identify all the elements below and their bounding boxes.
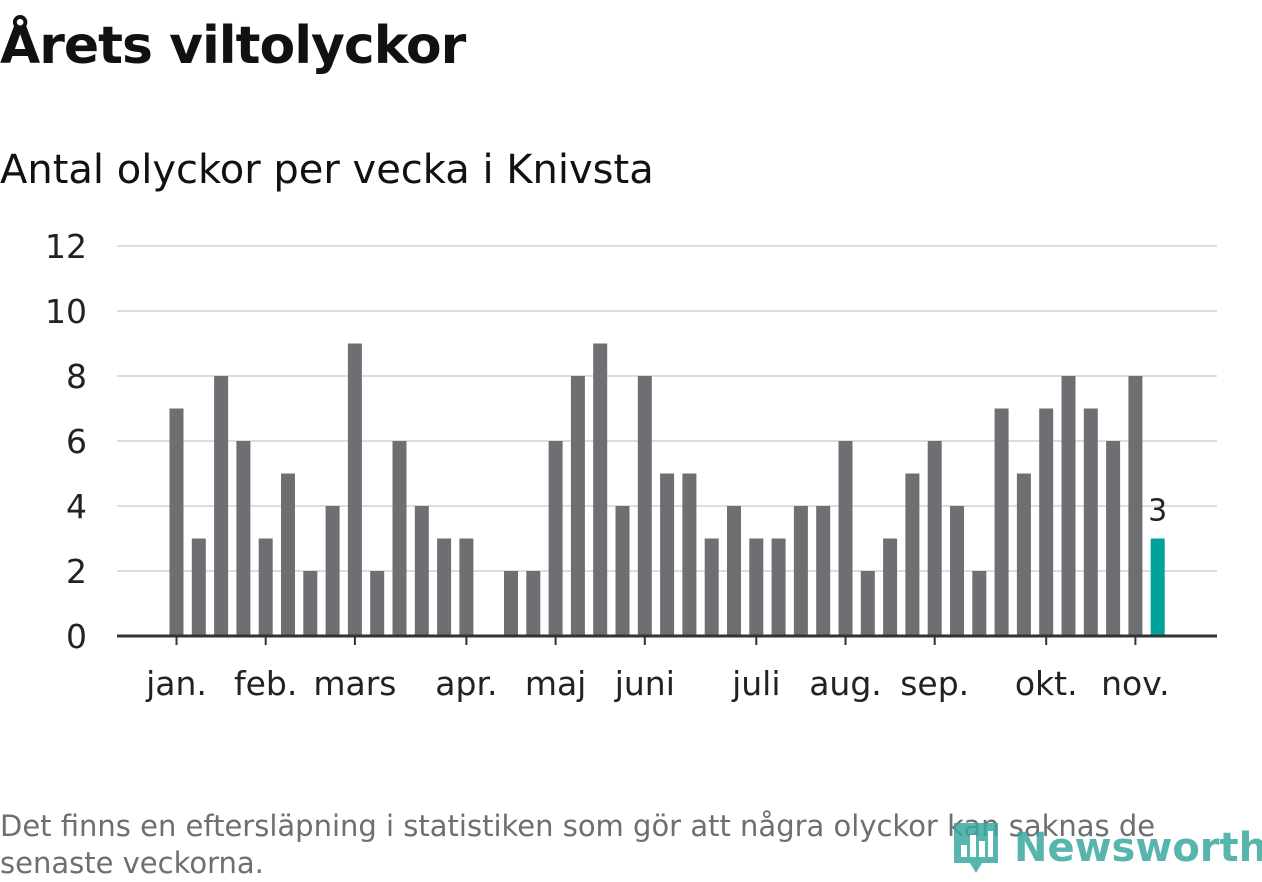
bar [682, 473, 697, 636]
x-tick-label: apr. [435, 664, 497, 703]
bar [191, 538, 206, 636]
bar [927, 441, 942, 636]
bar [1039, 408, 1054, 636]
bar [1061, 376, 1076, 636]
bar [860, 571, 875, 636]
bar [1016, 473, 1031, 636]
y-tick-label: 0 [66, 617, 87, 656]
y-tick-label: 10 [45, 292, 87, 331]
bar [727, 506, 741, 636]
bar [972, 571, 987, 636]
bar [950, 506, 964, 636]
bar [437, 538, 452, 636]
bar [281, 473, 295, 636]
bar [660, 473, 675, 636]
bar [570, 376, 585, 636]
x-tick-label: okt. [1015, 664, 1078, 703]
chart-subtitle: Antal olyckor per vecka i Knivsta [0, 147, 654, 193]
bar [905, 473, 920, 636]
bar [793, 506, 808, 636]
x-tick-label: jan. [145, 664, 207, 703]
bar [749, 538, 764, 636]
y-tick-label: 2 [66, 552, 87, 591]
bar [994, 408, 1009, 636]
bar [771, 538, 786, 636]
bar [548, 441, 563, 636]
bar [704, 538, 719, 636]
data-labels: 3 [1148, 494, 1167, 529]
highlight-value-label: 3 [1148, 494, 1167, 529]
y-tick-label: 8 [66, 357, 87, 396]
bar [838, 441, 853, 636]
x-tick-label: maj [525, 664, 587, 703]
x-tick-label: sep. [900, 664, 969, 703]
bar [303, 571, 318, 636]
x-tick-label: aug. [809, 664, 882, 703]
x-axis-tick-labels: jan. feb. mars apr. maj juni juli aug. sep. okt. n… [145, 636, 1170, 703]
x-tick-label: mars [313, 664, 396, 703]
y-tick-label: 4 [66, 487, 87, 526]
y-tick-label: 6 [66, 422, 87, 461]
brand-logo: Newsworthy [950, 818, 1262, 878]
bar [370, 571, 385, 636]
bar [347, 343, 362, 636]
bar [637, 376, 652, 636]
bar [236, 441, 251, 636]
x-tick-label: nov. [1101, 664, 1170, 703]
brand-name: Newsworthy [1014, 825, 1262, 871]
newsworthy-logo-icon [954, 823, 998, 873]
x-tick-label: juli [731, 664, 780, 703]
bar [414, 506, 429, 636]
bar [504, 571, 518, 636]
bar [593, 343, 608, 636]
bar [325, 506, 340, 636]
bar [258, 538, 273, 636]
x-tick-label: feb. [234, 664, 297, 703]
bar [526, 571, 541, 636]
bar [1083, 408, 1098, 636]
y-tick-label: 12 [45, 227, 87, 266]
bar [459, 538, 474, 636]
bar [392, 441, 407, 636]
bar [883, 538, 898, 636]
x-tick-label: juni [614, 664, 675, 703]
bar [1128, 376, 1143, 636]
bar [169, 408, 184, 636]
bar [816, 506, 831, 636]
bar [1106, 441, 1121, 636]
bar [214, 376, 229, 636]
bars [169, 343, 1165, 636]
bar [615, 506, 630, 636]
bar-highlight [1150, 538, 1165, 636]
chart-title: Årets viltolyckor [0, 16, 466, 76]
y-axis-tick-labels: 0 2 4 6 8 10 12 [45, 227, 87, 656]
